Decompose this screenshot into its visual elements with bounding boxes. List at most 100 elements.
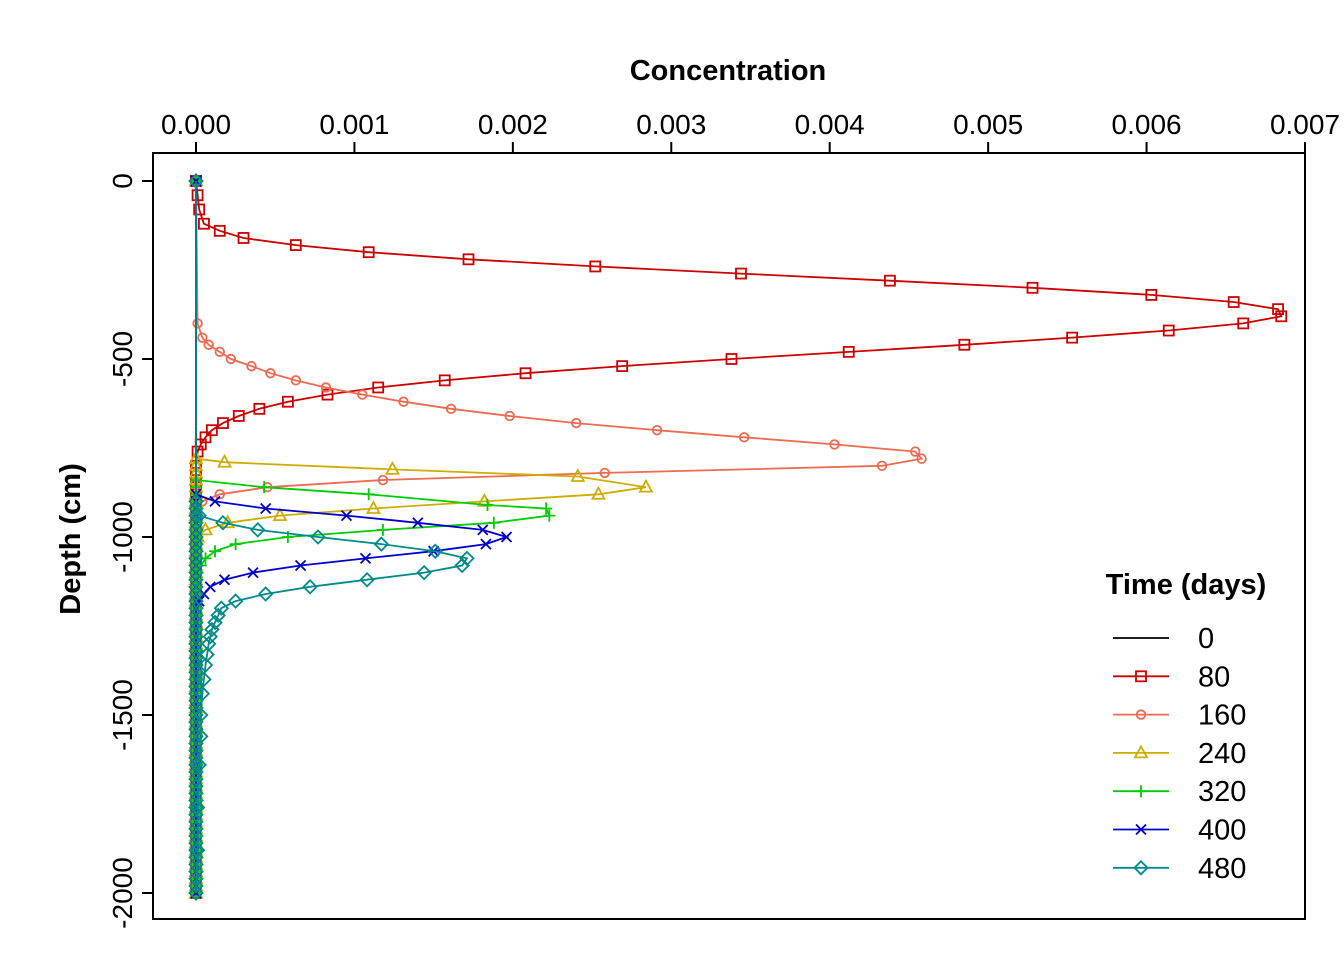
x-axis-title: Concentration (630, 55, 827, 87)
y-tick-label: -2000 (107, 857, 138, 929)
data-point-square (237, 232, 250, 244)
legend-item-240: 240 (1113, 738, 1246, 770)
data-point-x (480, 538, 492, 550)
data-point-circle (214, 489, 225, 500)
data-point-x (294, 559, 307, 572)
data-point-circle (1135, 709, 1147, 720)
data-point-triangle (384, 460, 400, 475)
legend-item-80: 80 (1113, 661, 1230, 693)
data-point-square (1272, 303, 1284, 316)
data-point-x (218, 574, 231, 586)
data-point-square (253, 402, 266, 415)
data-point-x (412, 517, 424, 529)
data-point-square (213, 224, 226, 237)
x-tick-label: 0.001 (319, 109, 389, 140)
data-point-square (438, 374, 451, 387)
data-point-diamond (359, 571, 375, 588)
data-point-plus (481, 498, 494, 511)
legend-item-400: 400 (1113, 815, 1246, 847)
x-tick-label: 0.007 (1270, 109, 1340, 140)
legend-label: 80 (1198, 661, 1230, 693)
data-point-diamond (188, 173, 204, 189)
data-point-triangle (217, 453, 233, 468)
legend-label: 240 (1198, 738, 1246, 770)
data-point-x (477, 524, 489, 536)
data-point-plus (487, 516, 500, 529)
legend-label: 0 (1198, 623, 1214, 655)
data-point-x (500, 531, 513, 543)
data-point-circle (290, 375, 302, 386)
data-point-diamond (257, 586, 274, 602)
data-point-circle (214, 346, 225, 358)
y-axis: 0 -500 -1000 -1500 -2000 (107, 173, 153, 929)
legend-label: 400 (1198, 815, 1246, 847)
data-point-square (589, 260, 602, 273)
data-point-circle (197, 332, 208, 343)
data-point-square (1275, 310, 1288, 323)
x-tick-label: 0.000 (161, 109, 231, 140)
x-tick-label: 0.005 (953, 109, 1023, 140)
data-point-circle (265, 368, 276, 379)
series-line (195, 181, 469, 894)
data-point-plus (1135, 785, 1147, 798)
x-tick-label: 0.004 (795, 109, 865, 140)
data-point-square (1066, 331, 1079, 344)
data-point-x (193, 595, 205, 607)
data-point-square (1135, 670, 1147, 683)
data-point-square (725, 353, 738, 365)
data-point-square (735, 267, 747, 280)
data-point-circle (910, 446, 921, 457)
plot-frame (152, 152, 1306, 920)
y-tick-label: -1500 (107, 679, 138, 751)
data-point-triangle (590, 485, 606, 500)
data-point-circle (738, 432, 750, 443)
data-point-diamond (204, 621, 220, 638)
data-point-x (247, 566, 259, 579)
data-point-square (289, 239, 302, 251)
data-point-square (842, 345, 855, 358)
legend-title: Time (days) (1106, 569, 1267, 601)
data-point-plus (209, 545, 222, 558)
x-tick-label: 0.002 (478, 109, 548, 140)
data-point-diamond (416, 564, 432, 581)
data-point-circle (445, 403, 457, 415)
data-point-diamond (188, 878, 204, 894)
legend-item-160: 160 (1113, 700, 1246, 732)
data-point-diamond (454, 557, 470, 574)
data-point-square (462, 253, 475, 266)
y-axis-title: Depth (cm) (55, 463, 87, 614)
data-point-diamond (207, 614, 223, 631)
series-320 (190, 175, 556, 899)
legend-item-0: 0 (1113, 623, 1214, 655)
data-point-triangle (638, 478, 654, 493)
data-point-square (198, 217, 210, 230)
data-point-square (1237, 317, 1250, 330)
data-point-diamond (1133, 860, 1149, 876)
data-point-square (362, 246, 375, 259)
data-point-plus (376, 523, 389, 536)
data-point-diamond (210, 607, 226, 624)
data-point-square (205, 424, 218, 437)
series-line (195, 181, 510, 893)
data-point-square (191, 189, 204, 202)
legend-label: 160 (1198, 700, 1246, 732)
data-point-square (519, 367, 532, 380)
data-point-diamond (373, 536, 390, 552)
data-point-circle (357, 389, 368, 400)
data-point-plus (362, 488, 375, 501)
data-point-x (209, 495, 221, 508)
data-point-diamond (227, 593, 244, 609)
data-point-x (340, 510, 353, 522)
data-point-square (217, 417, 229, 429)
data-point-triangle (220, 514, 236, 529)
data-point-circle (829, 439, 840, 450)
data-point-square (372, 381, 385, 394)
series-layer (188, 172, 1288, 901)
data-point-circle (320, 382, 332, 393)
data-point-diamond (213, 600, 230, 616)
data-point-circle (246, 360, 257, 372)
data-point-square (616, 360, 629, 373)
data-point-square (1162, 324, 1175, 337)
series-400 (190, 175, 513, 899)
